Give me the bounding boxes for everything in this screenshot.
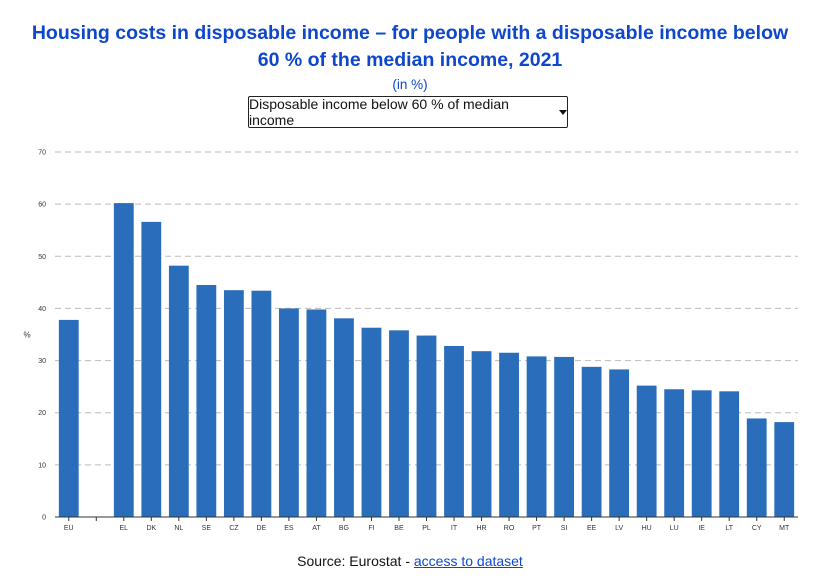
- bar-ie: [691, 390, 712, 517]
- access-dataset-link[interactable]: access to dataset: [413, 553, 523, 569]
- income-filter-selected: Disposable income below 60 % of median i…: [249, 96, 509, 128]
- y-tick-label: 40: [38, 306, 46, 313]
- x-tick-label: LT: [725, 525, 733, 532]
- x-tick-label: SE: [202, 525, 212, 532]
- bar-pl: [416, 335, 437, 517]
- bar-de: [251, 290, 272, 517]
- bar-dk: [141, 221, 162, 517]
- x-tick-label: FI: [368, 525, 374, 532]
- x-tick-label: ES: [284, 525, 294, 532]
- chart-subtitle: (in %): [392, 77, 428, 92]
- bar-it: [444, 345, 464, 517]
- y-tick-label: 10: [38, 462, 46, 469]
- x-tick-label: RO: [504, 525, 515, 532]
- y-tick-label: 20: [38, 410, 46, 417]
- x-tick-label: HR: [476, 525, 486, 532]
- x-tick-label: EU: [64, 525, 74, 532]
- bar-nl: [168, 265, 189, 517]
- bar-hr: [471, 351, 492, 517]
- y-tick-label: 0: [42, 515, 46, 522]
- bar-cz: [223, 290, 244, 517]
- bar-fi: [361, 327, 382, 517]
- bar-be: [389, 330, 409, 517]
- caret-down-icon: [559, 109, 567, 115]
- bar-lv: [609, 369, 630, 517]
- y-tick-label: 60: [38, 202, 46, 209]
- bar-mt: [774, 422, 795, 517]
- source-prefix: Source: Eurostat -: [297, 553, 414, 569]
- x-tick-label: NL: [174, 525, 183, 532]
- x-tick-label: EE: [587, 525, 597, 532]
- income-filter-dropdown[interactable]: Disposable income below 60 % of median i…: [248, 96, 568, 128]
- bar-eu: [58, 319, 79, 517]
- x-tick-label: LU: [670, 525, 679, 532]
- bar-ee: [581, 366, 602, 517]
- bar-bg: [334, 318, 354, 517]
- x-tick-label: EL: [120, 525, 129, 532]
- bar-pt: [526, 356, 547, 517]
- x-tick-label: BE: [394, 525, 404, 532]
- bar-hu: [636, 385, 657, 517]
- x-tick-label: BG: [339, 525, 349, 532]
- x-tick-label: PL: [422, 525, 431, 532]
- bar-chart: 0 10 20 30 40 50 60 70% EU EL DK NL SE CZ DE ES AT BG FI BE…: [23, 150, 798, 532]
- x-tick-label: DK: [146, 525, 156, 532]
- x-tick-label: HU: [642, 525, 652, 532]
- y-tick-label: 70: [38, 150, 46, 157]
- bar-si: [554, 356, 574, 517]
- bar-es: [279, 308, 299, 517]
- x-tick-label: PT: [532, 525, 542, 532]
- y-tick-label: 30: [38, 358, 46, 365]
- x-tick-label: MT: [779, 525, 790, 532]
- bar-lt: [719, 391, 740, 517]
- x-tick-label: LV: [615, 525, 623, 532]
- x-tick-label: AT: [312, 525, 321, 532]
- source-line: Source: Eurostat - access to dataset: [0, 553, 820, 569]
- x-tick-label: SI: [561, 525, 568, 532]
- bar-at: [306, 309, 327, 517]
- x-tick-label: DE: [257, 525, 267, 532]
- y-tick-label: 50: [38, 254, 46, 261]
- chart-title: Housing costs in disposable income – for…: [31, 22, 789, 71]
- bar-cy: [746, 418, 767, 517]
- bar-se: [196, 284, 217, 517]
- x-tick-label: CZ: [229, 525, 239, 532]
- bar-lu: [664, 389, 685, 517]
- x-tick-label: CY: [752, 525, 762, 532]
- bar-el: [113, 203, 134, 517]
- x-tick-label: IE: [698, 525, 705, 532]
- bar-ro: [499, 352, 519, 517]
- y-axis-title: %: [23, 331, 30, 340]
- x-tick-label: IT: [451, 525, 458, 532]
